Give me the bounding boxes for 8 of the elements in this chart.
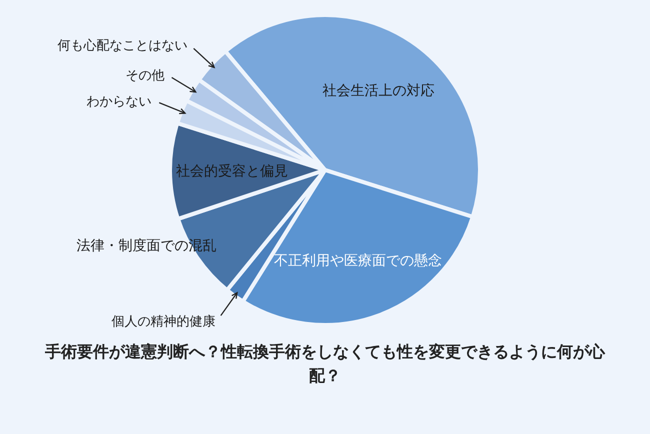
slice-label: 社会生活上の対応: [322, 83, 434, 100]
slice-label: 個人の精神的健康: [111, 314, 216, 330]
text: 手術要件が違憲判断へ？性転換手術をしなくても性を変更できるように何が心配？: [45, 341, 605, 387]
slice-label: 何も心配なことはない: [57, 37, 188, 54]
slice-label: 不正利用や医療面での懸念: [274, 253, 442, 270]
slice-label: 社会的受容と偏見: [176, 164, 288, 180]
slice-label: その他: [126, 68, 165, 84]
slice-label: わからない: [86, 94, 152, 110]
